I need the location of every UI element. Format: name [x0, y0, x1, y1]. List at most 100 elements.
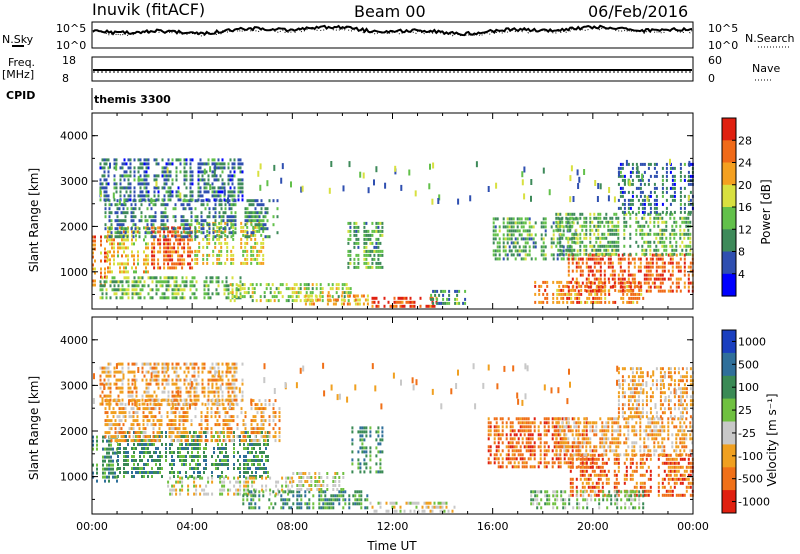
- data-cell: [683, 269, 686, 273]
- data-cell: [571, 257, 574, 261]
- data-cell: [645, 220, 648, 224]
- data-cell: [223, 484, 226, 488]
- data-cell: [504, 253, 507, 257]
- data-cell: [135, 266, 137, 270]
- data-cell: [205, 182, 208, 186]
- data-cell: [177, 238, 180, 242]
- data-cell: [293, 299, 296, 303]
- data-cell: [233, 451, 235, 454]
- data-cell: [576, 169, 579, 176]
- data-cell: [223, 186, 226, 190]
- data-cell: [230, 407, 233, 411]
- data-cell: [153, 266, 156, 270]
- data-cell: [685, 220, 688, 224]
- data-cell: [159, 250, 162, 254]
- data-cell: [217, 463, 219, 466]
- data-cell: [159, 435, 161, 438]
- data-cell: [349, 233, 352, 237]
- data-cell: [179, 242, 182, 246]
- data-cell: [574, 288, 577, 292]
- data-cell: [269, 488, 272, 492]
- data-cell: [249, 295, 252, 299]
- data-cell: [262, 229, 265, 233]
- data-cell: [349, 221, 352, 225]
- data-cell: [218, 235, 221, 239]
- data-cell: [655, 216, 658, 220]
- data-cell: [126, 235, 129, 239]
- data-cell: [234, 227, 237, 231]
- data-cell: [227, 178, 230, 182]
- data-cell: [570, 280, 573, 284]
- data-cell: [347, 237, 350, 241]
- data-cell: [156, 419, 159, 423]
- data-cell: [166, 415, 169, 419]
- data-cell: [204, 427, 207, 431]
- data-cell: [312, 506, 315, 510]
- data-cell: [110, 219, 113, 223]
- data-cell: [204, 207, 207, 211]
- data-cell: [436, 297, 439, 301]
- data-cell: [104, 203, 107, 207]
- data-cell: [129, 190, 132, 194]
- data-cell: [221, 463, 223, 466]
- data-cell: [213, 169, 216, 176]
- data-cell: [236, 415, 239, 419]
- data-cell: [331, 287, 334, 291]
- data-cell: [234, 219, 237, 223]
- data-cell: [371, 229, 374, 233]
- data-cell: [647, 269, 650, 273]
- data-cell: [214, 211, 217, 215]
- data-cell: [229, 174, 232, 178]
- data-cell: [142, 407, 145, 411]
- data-cell: [169, 170, 172, 174]
- data-cell: [264, 435, 267, 439]
- data-cell: [143, 198, 146, 202]
- data-cell: [171, 471, 173, 474]
- data-cell: [681, 232, 684, 236]
- data-cell: [183, 170, 186, 174]
- data-cell: [165, 443, 167, 446]
- data-cell: [216, 423, 219, 427]
- data-cell: [248, 490, 251, 494]
- data-cell: [119, 288, 122, 292]
- data-cell: [181, 484, 184, 488]
- data-cell: [555, 244, 558, 248]
- data-cell: [131, 475, 133, 478]
- data-cell: [239, 284, 242, 288]
- data-cell: [260, 435, 263, 439]
- data-cell: [510, 217, 513, 221]
- data-cell: [576, 292, 579, 296]
- data-cell: [514, 229, 517, 233]
- data-cell: [395, 300, 398, 304]
- data-cell: [137, 471, 139, 474]
- data-cell: [233, 447, 235, 450]
- data-cell: [165, 276, 168, 280]
- data-cell: [99, 182, 102, 186]
- data-cell: [218, 241, 221, 245]
- data-cell: [279, 283, 282, 287]
- data-cell: [145, 226, 147, 230]
- data-cell: [577, 183, 580, 189]
- data-cell: [600, 280, 603, 284]
- data-cell: [137, 194, 140, 198]
- data-cell: [183, 174, 186, 178]
- data-cell: [665, 190, 668, 194]
- data-cell: [189, 431, 191, 434]
- data-cell: [159, 455, 161, 458]
- data-cell: [196, 221, 199, 225]
- data-cell: [633, 285, 636, 289]
- data-cell: [226, 235, 229, 239]
- data-cell: [185, 443, 187, 446]
- data-cell: [636, 284, 639, 288]
- data-cell: [208, 211, 211, 215]
- data-cell: [334, 472, 337, 475]
- data-cell: [629, 198, 632, 202]
- data-cell: [601, 220, 604, 224]
- data-cell: [129, 198, 132, 202]
- data-cell: [197, 439, 199, 442]
- data-cell: [177, 250, 180, 254]
- data-cell: [659, 285, 662, 289]
- data-cell: [625, 159, 628, 166]
- data-cell: [119, 451, 121, 454]
- data-cell: [595, 285, 598, 289]
